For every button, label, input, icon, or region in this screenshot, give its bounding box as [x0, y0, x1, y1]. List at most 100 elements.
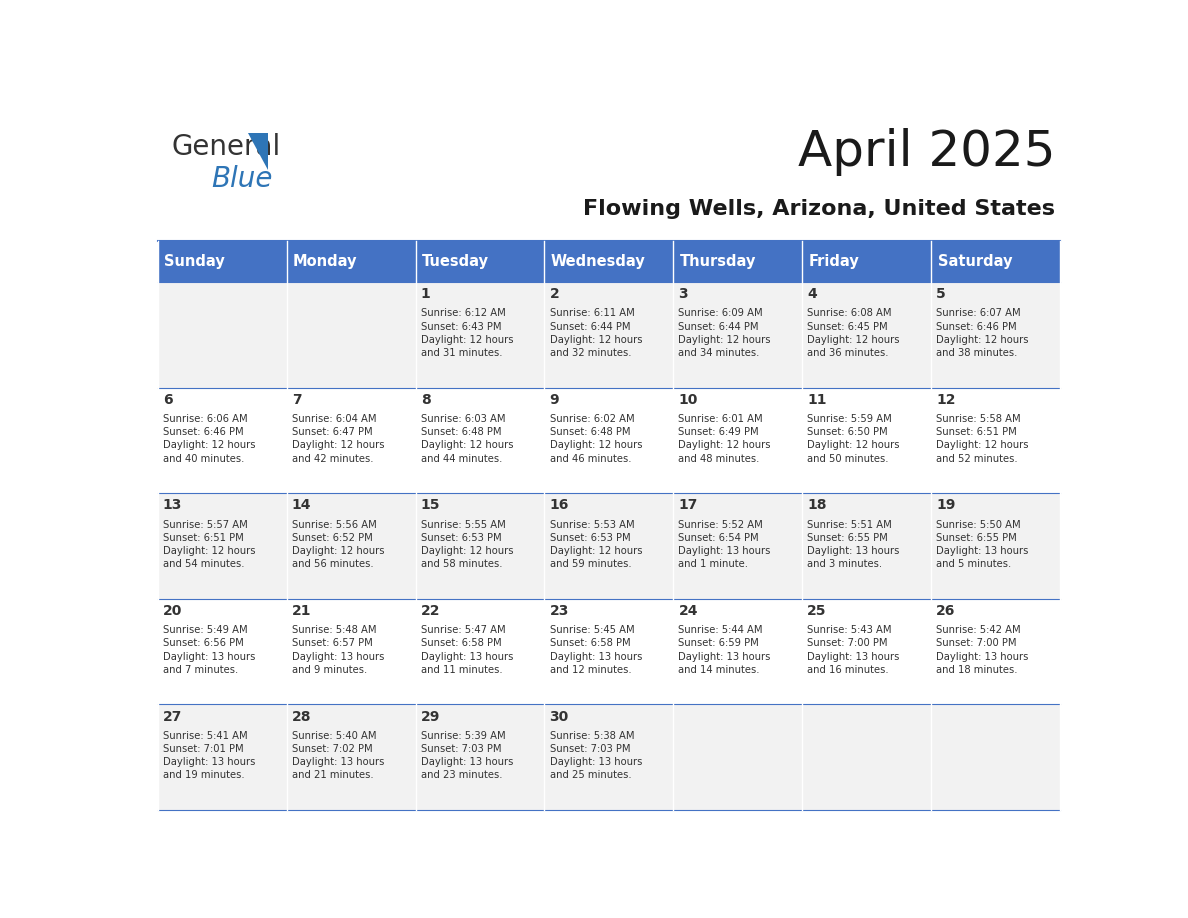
Bar [674, 241, 802, 282]
Text: 8: 8 [421, 393, 430, 407]
Text: 16: 16 [550, 498, 569, 512]
Text: Sunrise: 5:56 AM
Sunset: 6:52 PM
Daylight: 12 hours
and 56 minutes.: Sunrise: 5:56 AM Sunset: 6:52 PM Dayligh… [292, 520, 384, 569]
Bar [931, 241, 1060, 282]
Text: General: General [171, 133, 280, 161]
Text: 19: 19 [936, 498, 955, 512]
Text: 20: 20 [163, 604, 182, 618]
Text: Sunrise: 5:55 AM
Sunset: 6:53 PM
Daylight: 12 hours
and 58 minutes.: Sunrise: 5:55 AM Sunset: 6:53 PM Dayligh… [421, 520, 513, 569]
Bar [674, 493, 802, 599]
Text: Sunrise: 5:39 AM
Sunset: 7:03 PM
Daylight: 13 hours
and 23 minutes.: Sunrise: 5:39 AM Sunset: 7:03 PM Dayligh… [421, 731, 513, 780]
Bar [286, 387, 416, 493]
Bar [802, 387, 931, 493]
Text: 17: 17 [678, 498, 697, 512]
Text: Monday: Monday [293, 254, 358, 269]
Text: 18: 18 [808, 498, 827, 512]
Bar [286, 599, 416, 704]
Text: Saturday: Saturday [937, 254, 1012, 269]
Bar [416, 241, 544, 282]
Bar [802, 599, 931, 704]
Text: Sunrise: 5:53 AM
Sunset: 6:53 PM
Daylight: 12 hours
and 59 minutes.: Sunrise: 5:53 AM Sunset: 6:53 PM Dayligh… [550, 520, 642, 569]
Text: Sunrise: 5:51 AM
Sunset: 6:55 PM
Daylight: 13 hours
and 3 minutes.: Sunrise: 5:51 AM Sunset: 6:55 PM Dayligh… [808, 520, 899, 569]
Text: 25: 25 [808, 604, 827, 618]
Text: 22: 22 [421, 604, 441, 618]
Bar [931, 387, 1060, 493]
Text: Sunrise: 5:47 AM
Sunset: 6:58 PM
Daylight: 13 hours
and 11 minutes.: Sunrise: 5:47 AM Sunset: 6:58 PM Dayligh… [421, 625, 513, 675]
Text: 28: 28 [292, 710, 311, 723]
Bar [416, 387, 544, 493]
Text: Sunrise: 5:44 AM
Sunset: 6:59 PM
Daylight: 13 hours
and 14 minutes.: Sunrise: 5:44 AM Sunset: 6:59 PM Dayligh… [678, 625, 771, 675]
Text: Sunrise: 5:50 AM
Sunset: 6:55 PM
Daylight: 13 hours
and 5 minutes.: Sunrise: 5:50 AM Sunset: 6:55 PM Dayligh… [936, 520, 1029, 569]
Text: 2: 2 [550, 287, 560, 301]
Bar [286, 282, 416, 387]
Text: 23: 23 [550, 604, 569, 618]
Bar [544, 241, 674, 282]
Bar [931, 704, 1060, 810]
Bar [931, 599, 1060, 704]
Text: 29: 29 [421, 710, 440, 723]
Text: Sunrise: 5:52 AM
Sunset: 6:54 PM
Daylight: 13 hours
and 1 minute.: Sunrise: 5:52 AM Sunset: 6:54 PM Dayligh… [678, 520, 771, 569]
Text: Sunrise: 6:08 AM
Sunset: 6:45 PM
Daylight: 12 hours
and 36 minutes.: Sunrise: 6:08 AM Sunset: 6:45 PM Dayligh… [808, 308, 899, 358]
Text: 9: 9 [550, 393, 560, 407]
Text: Sunrise: 5:43 AM
Sunset: 7:00 PM
Daylight: 13 hours
and 16 minutes.: Sunrise: 5:43 AM Sunset: 7:00 PM Dayligh… [808, 625, 899, 675]
Bar [158, 282, 286, 387]
Bar [931, 282, 1060, 387]
Text: Sunday: Sunday [164, 254, 225, 269]
Bar [158, 387, 286, 493]
Bar [544, 704, 674, 810]
Bar [674, 704, 802, 810]
Text: 3: 3 [678, 287, 688, 301]
Text: 13: 13 [163, 498, 182, 512]
Bar [286, 241, 416, 282]
Bar [802, 493, 931, 599]
Text: Friday: Friday [809, 254, 859, 269]
Text: Sunrise: 5:58 AM
Sunset: 6:51 PM
Daylight: 12 hours
and 52 minutes.: Sunrise: 5:58 AM Sunset: 6:51 PM Dayligh… [936, 414, 1029, 464]
Bar [544, 599, 674, 704]
Text: Sunrise: 6:12 AM
Sunset: 6:43 PM
Daylight: 12 hours
and 31 minutes.: Sunrise: 6:12 AM Sunset: 6:43 PM Dayligh… [421, 308, 513, 358]
Text: Sunrise: 5:38 AM
Sunset: 7:03 PM
Daylight: 13 hours
and 25 minutes.: Sunrise: 5:38 AM Sunset: 7:03 PM Dayligh… [550, 731, 642, 780]
Text: April 2025: April 2025 [798, 128, 1055, 176]
Text: 30: 30 [550, 710, 569, 723]
Bar [158, 493, 286, 599]
Bar [416, 282, 544, 387]
Bar [286, 493, 416, 599]
Bar [931, 493, 1060, 599]
Text: Sunrise: 6:11 AM
Sunset: 6:44 PM
Daylight: 12 hours
and 32 minutes.: Sunrise: 6:11 AM Sunset: 6:44 PM Dayligh… [550, 308, 642, 358]
Bar [674, 387, 802, 493]
Text: 4: 4 [808, 287, 817, 301]
Text: Blue: Blue [211, 165, 272, 194]
Bar [674, 599, 802, 704]
Bar [802, 241, 931, 282]
Bar [158, 599, 286, 704]
Text: Sunrise: 6:07 AM
Sunset: 6:46 PM
Daylight: 12 hours
and 38 minutes.: Sunrise: 6:07 AM Sunset: 6:46 PM Dayligh… [936, 308, 1029, 358]
Text: Thursday: Thursday [680, 254, 756, 269]
Text: 21: 21 [292, 604, 311, 618]
Bar [544, 387, 674, 493]
Bar [416, 599, 544, 704]
Bar [416, 704, 544, 810]
Text: 7: 7 [292, 393, 302, 407]
Text: Sunrise: 6:09 AM
Sunset: 6:44 PM
Daylight: 12 hours
and 34 minutes.: Sunrise: 6:09 AM Sunset: 6:44 PM Dayligh… [678, 308, 771, 358]
Bar [802, 282, 931, 387]
Text: Sunrise: 6:03 AM
Sunset: 6:48 PM
Daylight: 12 hours
and 44 minutes.: Sunrise: 6:03 AM Sunset: 6:48 PM Dayligh… [421, 414, 513, 464]
Text: Wednesday: Wednesday [551, 254, 645, 269]
Text: Sunrise: 6:06 AM
Sunset: 6:46 PM
Daylight: 12 hours
and 40 minutes.: Sunrise: 6:06 AM Sunset: 6:46 PM Dayligh… [163, 414, 255, 464]
Bar [416, 493, 544, 599]
Text: 6: 6 [163, 393, 172, 407]
Text: 15: 15 [421, 498, 441, 512]
Text: Sunrise: 5:41 AM
Sunset: 7:01 PM
Daylight: 13 hours
and 19 minutes.: Sunrise: 5:41 AM Sunset: 7:01 PM Dayligh… [163, 731, 255, 780]
Bar [158, 704, 286, 810]
Text: Flowing Wells, Arizona, United States: Flowing Wells, Arizona, United States [583, 198, 1055, 218]
Text: Sunrise: 5:59 AM
Sunset: 6:50 PM
Daylight: 12 hours
and 50 minutes.: Sunrise: 5:59 AM Sunset: 6:50 PM Dayligh… [808, 414, 899, 464]
Text: 1: 1 [421, 287, 430, 301]
Text: Sunrise: 5:48 AM
Sunset: 6:57 PM
Daylight: 13 hours
and 9 minutes.: Sunrise: 5:48 AM Sunset: 6:57 PM Dayligh… [292, 625, 384, 675]
Text: 10: 10 [678, 393, 697, 407]
Bar [158, 241, 286, 282]
Text: 5: 5 [936, 287, 946, 301]
Text: Sunrise: 5:42 AM
Sunset: 7:00 PM
Daylight: 13 hours
and 18 minutes.: Sunrise: 5:42 AM Sunset: 7:00 PM Dayligh… [936, 625, 1029, 675]
Bar [802, 704, 931, 810]
Text: Tuesday: Tuesday [422, 254, 489, 269]
Bar [286, 704, 416, 810]
Text: 14: 14 [292, 498, 311, 512]
Bar [544, 282, 674, 387]
Text: Sunrise: 5:57 AM
Sunset: 6:51 PM
Daylight: 12 hours
and 54 minutes.: Sunrise: 5:57 AM Sunset: 6:51 PM Dayligh… [163, 520, 255, 569]
